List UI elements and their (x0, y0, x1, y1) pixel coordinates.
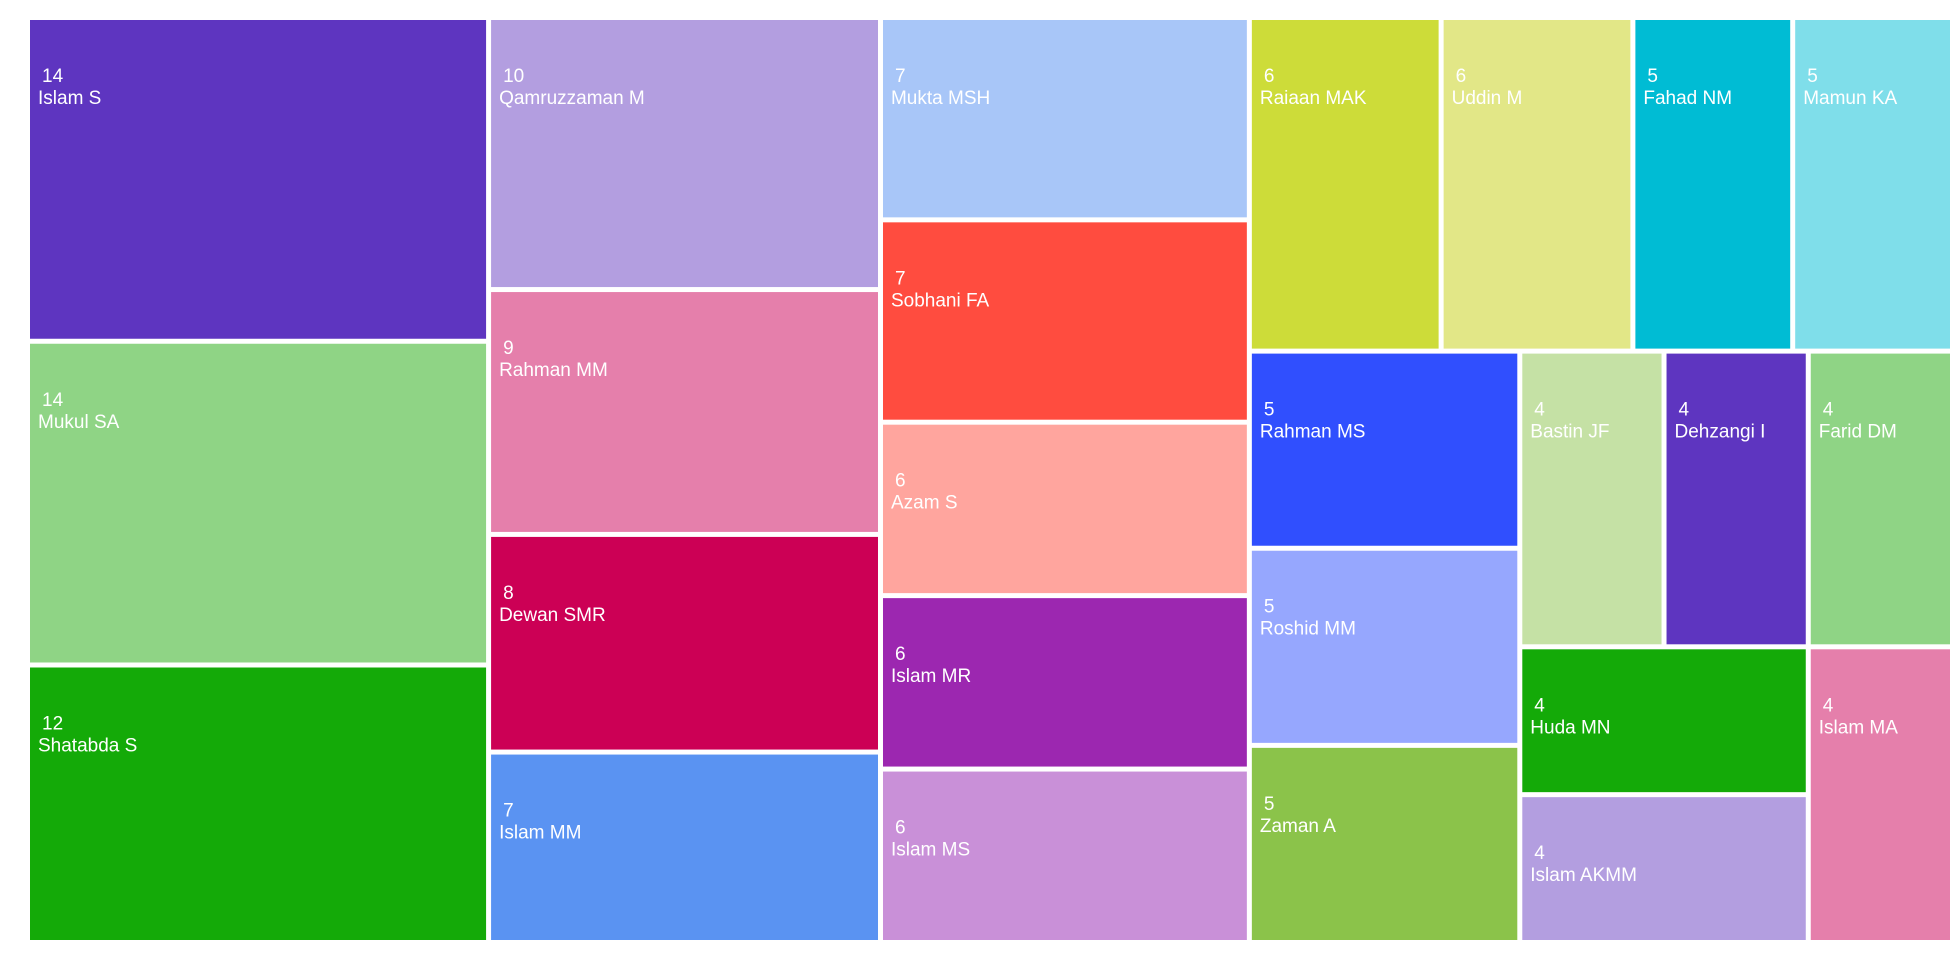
cell-value-label: 6 (895, 818, 906, 839)
cell-name-label: Fahad NM (1643, 88, 1732, 109)
cell-value-label: 6 (895, 644, 906, 665)
cell-name-label: Mukul SA (38, 412, 120, 433)
treemap-cell (1810, 353, 1950, 645)
treemap-cell (882, 222, 1247, 420)
cell-value-label: 6 (895, 471, 906, 492)
cell-name-label: Qamruzzaman M (499, 88, 645, 109)
cell-name-label: Bastin JF (1530, 422, 1609, 443)
cell-name-label: Rahman MS (1260, 422, 1366, 443)
cell-value-label: 12 (42, 714, 63, 735)
cell-value-label: 10 (503, 66, 524, 87)
treemap-cell (1522, 797, 1806, 940)
cell-value-label: 4 (1823, 400, 1834, 421)
cell-value-label: 14 (42, 66, 64, 87)
cell-name-label: Azam S (891, 493, 958, 514)
treemap-cell (1522, 353, 1662, 645)
treemap-cell (491, 292, 878, 532)
treemap-cell (882, 598, 1247, 767)
cell-name-label: Shatabda S (38, 736, 137, 757)
cell-value-label: 5 (1807, 66, 1818, 87)
cell-name-label: Mamun KA (1803, 88, 1897, 109)
treemap-cell (1666, 353, 1806, 645)
treemap-cell (1251, 353, 1518, 546)
cell-value-label: 8 (503, 583, 514, 604)
cell-name-label: Islam MS (891, 840, 970, 861)
cell-value-label: 4 (1534, 695, 1545, 716)
cell-name-label: Islam AKMM (1530, 865, 1637, 886)
cell-value-label: 7 (895, 268, 906, 289)
treemap-cell (30, 20, 487, 339)
cell-value-label: 5 (1647, 66, 1658, 87)
cell-value-label: 5 (1264, 400, 1275, 421)
treemap-cell (1635, 20, 1791, 349)
treemap-cell (882, 20, 1247, 218)
cell-value-label: 5 (1264, 597, 1275, 618)
cell-name-label: Sobhani FA (891, 290, 990, 311)
cell-name-label: Dewan SMR (499, 605, 606, 626)
treemap-cell (1795, 20, 1950, 349)
cell-value-label: 9 (503, 338, 514, 359)
treemap-cell (30, 343, 487, 663)
treemap-cell (1251, 747, 1518, 940)
cell-value-label: 7 (503, 801, 514, 822)
treemap-cell (1443, 20, 1631, 349)
treemap-cell (882, 424, 1247, 594)
cell-name-label: Dehzangi I (1675, 422, 1766, 443)
cell-value-label: 4 (1679, 400, 1690, 421)
treemap-cell (491, 536, 878, 750)
cell-value-label: 5 (1264, 794, 1275, 815)
cell-name-label: Zaman A (1260, 816, 1336, 837)
cell-name-label: Huda MN (1530, 717, 1610, 738)
treemap-cell (1251, 20, 1439, 349)
treemap-cell (1522, 649, 1806, 793)
treemap-cell (30, 667, 487, 940)
cell-value-label: 7 (895, 66, 906, 87)
cell-name-label: Roshid MM (1260, 619, 1356, 640)
treemap-cell (491, 20, 878, 288)
cell-name-label: Farid DM (1819, 422, 1897, 443)
cell-value-label: 4 (1823, 695, 1834, 716)
treemap-cell (1810, 649, 1950, 940)
treemap-cell (1251, 550, 1518, 743)
cell-name-label: Rahman MM (499, 360, 608, 381)
cell-name-label: Mukta MSH (891, 88, 990, 109)
cell-value-label: 4 (1534, 400, 1545, 421)
cell-value-label: 6 (1264, 66, 1275, 87)
cell-value-label: 14 (42, 390, 64, 411)
cell-name-label: Islam MR (891, 666, 971, 687)
cell-value-label: 6 (1456, 66, 1467, 87)
cell-name-label: Islam S (38, 88, 101, 109)
cell-name-label: Raiaan MAK (1260, 88, 1367, 109)
treemap-cell (882, 771, 1247, 940)
cell-value-label: 4 (1534, 843, 1545, 864)
cell-name-label: Islam MM (499, 823, 581, 844)
cell-name-label: Islam MA (1819, 717, 1899, 738)
treemap-cell (491, 754, 878, 940)
cell-name-label: Uddin M (1452, 88, 1523, 109)
